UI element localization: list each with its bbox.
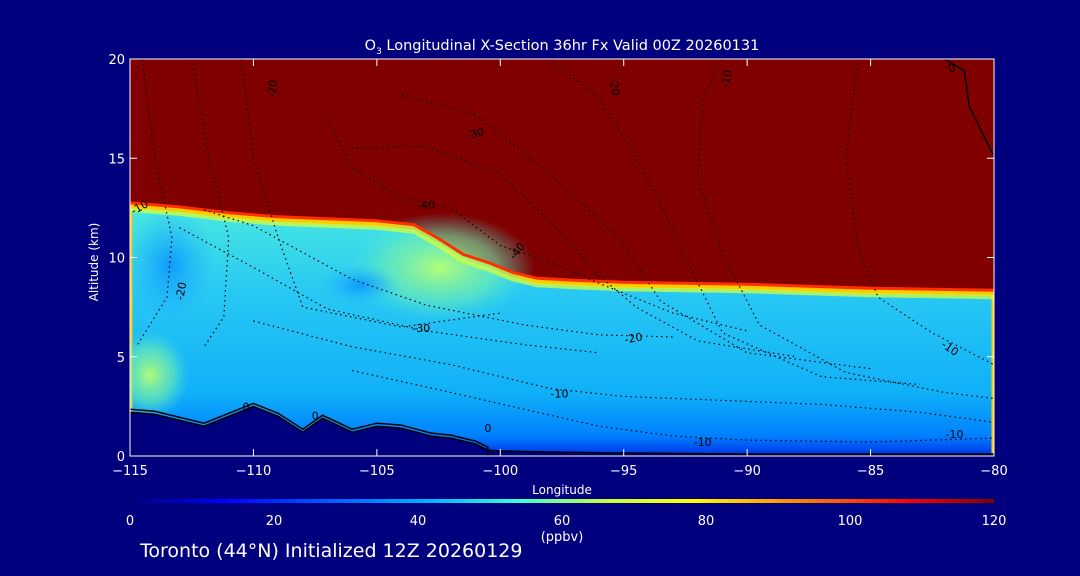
contour-label: -10 (946, 428, 964, 441)
tropopause-gradient-band (130, 207, 994, 300)
colorbar-ticks: 0 20 40 60 80 100 120 (126, 514, 1007, 529)
x-axis: −115 −110 −105 −100 −95 −90 −85 −80 (112, 59, 1008, 479)
contour-line (253, 320, 994, 423)
y-tick-label: 10 (108, 252, 125, 267)
contour-label: -20 (173, 281, 189, 301)
contour-label: 0 (484, 422, 491, 435)
contour-lines (136, 59, 994, 443)
x-tick-label: −115 (112, 464, 148, 479)
y-tick-label: 5 (117, 351, 125, 366)
y-tick-label: 15 (108, 152, 125, 167)
x-tick-label: −85 (857, 464, 884, 479)
contour-label: -30 (412, 322, 430, 335)
colorbar-tick-label: 40 (410, 514, 427, 529)
contour-line (352, 370, 994, 443)
contour-label: -20 (624, 330, 644, 346)
y-tick-label: 20 (108, 53, 125, 68)
contour-line (326, 118, 748, 332)
colorbar-tick-label: 60 (554, 514, 571, 529)
contour-label: -10 (719, 69, 735, 89)
low-ozone-blob (320, 265, 400, 305)
x-tick-label: −90 (733, 464, 760, 479)
contour-labels: -10-20-20-30-40-40-30-20-10-10-10-20-10-… (130, 61, 964, 449)
plot-area: -10-20-20-30-40-40-30-20-10-10-10-20-10-… (130, 59, 994, 456)
contour-label: -20 (265, 79, 280, 98)
contour-line (401, 94, 871, 370)
contour-label: -30 (465, 125, 486, 142)
colorbar-tick-label: 100 (838, 514, 863, 529)
zero-contour (944, 59, 994, 157)
contour-label: -20 (606, 77, 622, 97)
colorbar-tick-label: 120 (982, 514, 1007, 529)
x-tick-label: −95 (610, 464, 637, 479)
contour-label: -10 (551, 388, 569, 401)
y-axis-label: Altitude (km) (87, 223, 101, 302)
contour-line (845, 59, 994, 366)
zero-contour (130, 402, 489, 456)
colorbar-unit-label: (ppbv) (541, 530, 584, 545)
low-ozone-blob (130, 205, 215, 325)
tropopause-gradient-band (130, 201, 994, 292)
x-tick-label: −100 (482, 464, 518, 479)
y-axis: 0 5 10 15 20 (108, 53, 994, 465)
x-axis-label: Longitude (532, 483, 592, 497)
colorbar-tick-label: 80 (698, 514, 715, 529)
contour-label: -10 (694, 436, 712, 449)
x-tick-label: −110 (236, 464, 272, 479)
contour-label: -40 (417, 199, 435, 212)
colorbar-tick-label: 0 (126, 514, 134, 529)
contour-label: 0 (946, 61, 957, 76)
contour-label: 0 (312, 409, 319, 422)
contour-line (549, 59, 920, 386)
contour-label: 0 (243, 400, 250, 413)
terrain (130, 405, 994, 456)
chart-title: O3 Longitudinal X-Section 36hr Fx Valid … (365, 38, 760, 57)
x-tick-label: −80 (980, 464, 1007, 479)
x-tick-label: −105 (359, 464, 395, 479)
footer-caption: Toronto (44°N) Initialized 12Z 20260129 (140, 540, 523, 562)
colorbar-tick-label: 20 (266, 514, 283, 529)
high-ozone-blob (130, 330, 190, 420)
contour-line (136, 59, 173, 346)
colorbar (130, 499, 994, 503)
y-tick-label: 0 (117, 450, 125, 465)
contour-line (697, 59, 994, 399)
